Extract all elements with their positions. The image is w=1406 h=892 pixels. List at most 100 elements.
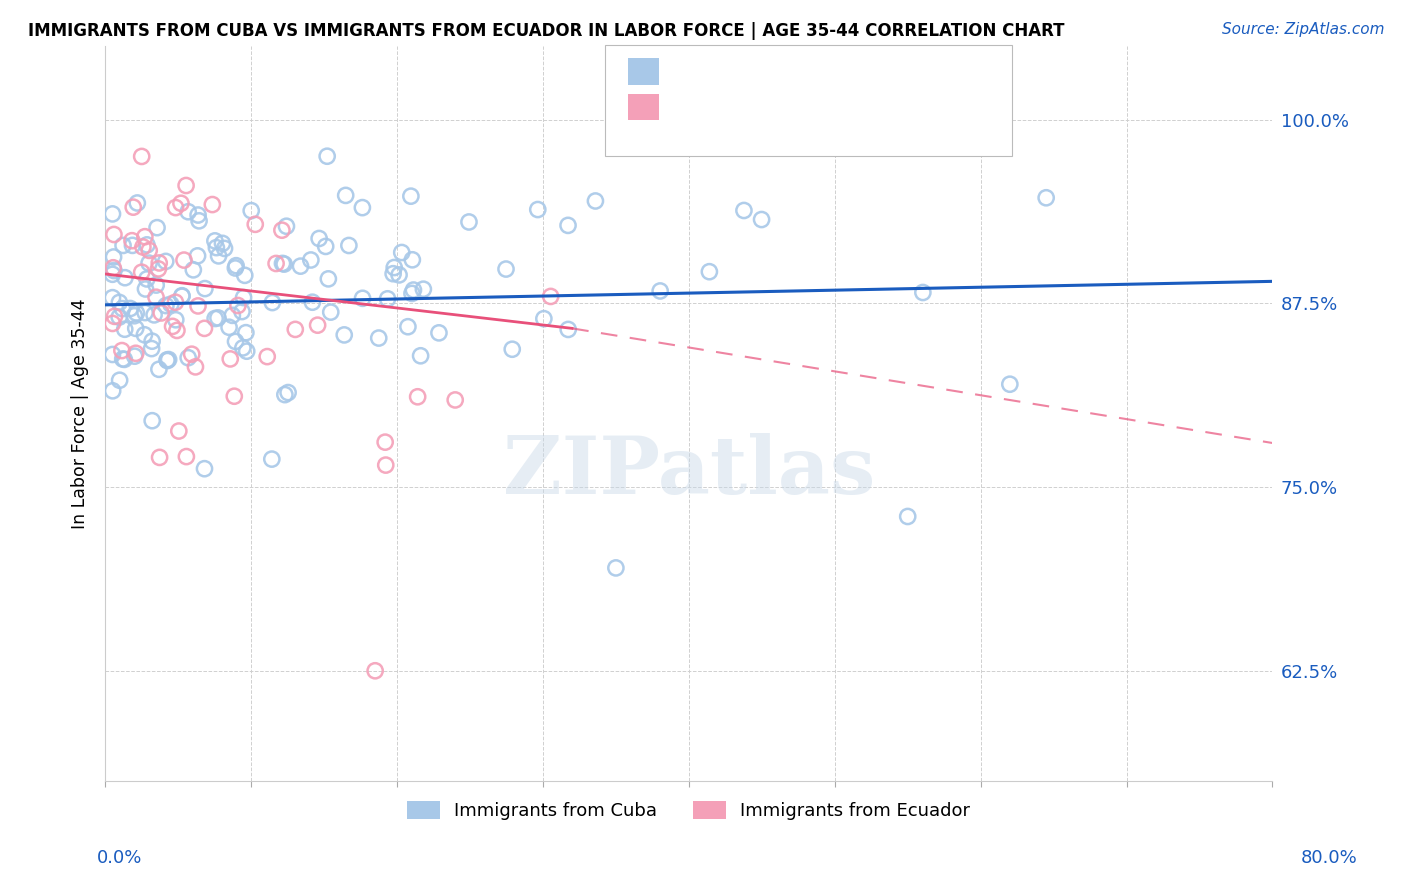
Point [204, 234, 226, 248]
Point [125, 321, 148, 335]
Point [187, 249, 209, 263]
Point [409, 349, 432, 363]
Point [299, 252, 322, 267]
Point [207, 249, 229, 263]
Point [583, 194, 606, 208]
Point [273, 257, 295, 271]
Point [201, 197, 224, 211]
Point [290, 259, 312, 273]
Text: IMMIGRANTS FROM CUBA VS IMMIGRANTS FROM ECUADOR IN LABOR FORCE | AGE 35-44 CORRE: IMMIGRANTS FROM CUBA VS IMMIGRANTS FROM … [28, 22, 1064, 40]
Point [124, 349, 146, 363]
Point [101, 347, 124, 361]
Point [176, 450, 198, 464]
Point [156, 353, 179, 368]
Point [177, 204, 200, 219]
Point [382, 260, 405, 275]
Text: N =: N = [766, 101, 800, 119]
Point [377, 292, 399, 306]
Point [170, 196, 193, 211]
Point [225, 259, 247, 273]
Point [187, 208, 209, 222]
Point [319, 305, 342, 319]
Point [374, 435, 396, 450]
Point [444, 392, 467, 407]
Point [177, 351, 200, 365]
Point [333, 327, 356, 342]
Point [224, 260, 246, 275]
Point [193, 321, 215, 335]
Point [751, 212, 773, 227]
Point [103, 227, 125, 242]
Point [155, 299, 177, 313]
Point [388, 268, 411, 282]
Point [138, 256, 160, 270]
Text: R =: R = [668, 101, 702, 119]
Point [401, 286, 423, 301]
Point [132, 240, 155, 254]
Point [245, 217, 267, 231]
Point [501, 343, 523, 357]
Point [165, 201, 187, 215]
Point [699, 265, 721, 279]
Point [406, 390, 429, 404]
Point [125, 306, 148, 320]
Point [143, 308, 166, 322]
Point [911, 285, 934, 300]
Point [232, 291, 254, 305]
Point [221, 309, 243, 323]
Point [141, 414, 163, 428]
Point [401, 252, 423, 267]
Point [260, 452, 283, 467]
Point [391, 245, 413, 260]
Point [219, 351, 242, 366]
Text: ZIPatlas: ZIPatlas [503, 434, 875, 511]
Text: -0.149: -0.149 [710, 100, 779, 120]
Point [211, 236, 233, 251]
Point [150, 306, 173, 320]
Point [101, 384, 124, 398]
Point [101, 207, 124, 221]
Point [315, 239, 337, 253]
Point [277, 385, 299, 400]
Point [145, 278, 167, 293]
Point [374, 458, 396, 472]
Point [193, 461, 215, 475]
Point [101, 260, 124, 275]
Text: R =: R = [668, 65, 702, 83]
Point [160, 297, 183, 311]
Point [399, 189, 422, 203]
Point [224, 389, 246, 403]
Point [125, 346, 148, 360]
Point [307, 318, 329, 333]
Point [402, 283, 425, 297]
Point [284, 322, 307, 336]
Point [103, 250, 125, 264]
Point [155, 254, 177, 268]
Point [112, 238, 135, 252]
Point [318, 272, 340, 286]
Point [188, 214, 211, 228]
Point [207, 310, 229, 325]
Point [111, 301, 134, 316]
Point [204, 311, 226, 326]
Point [194, 282, 217, 296]
Point [112, 352, 135, 367]
Point [120, 301, 142, 316]
Point [235, 344, 257, 359]
Point [127, 196, 149, 211]
Point [141, 334, 163, 349]
Point [316, 149, 339, 163]
Point [271, 256, 294, 270]
Point [1035, 191, 1057, 205]
Point [122, 200, 145, 214]
Point [124, 309, 146, 323]
Point [557, 219, 579, 233]
Point [396, 319, 419, 334]
Point [170, 289, 193, 303]
Text: 45: 45 [806, 100, 832, 120]
Point [458, 215, 481, 229]
Point [998, 377, 1021, 392]
Point [146, 220, 169, 235]
Text: 120: 120 [806, 64, 846, 84]
Point [134, 282, 156, 296]
